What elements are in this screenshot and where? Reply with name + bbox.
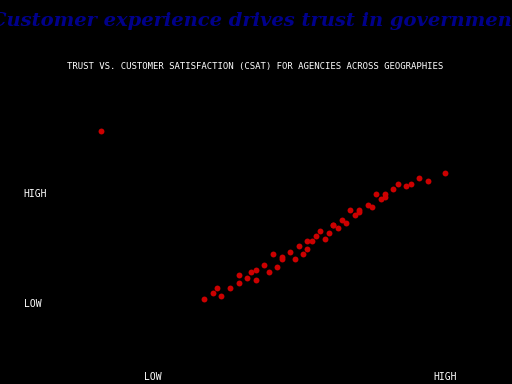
Point [368,204,376,210]
Point [329,222,337,228]
Point [389,186,397,192]
Text: LOW: LOW [144,372,161,382]
Point [209,290,217,296]
Point [325,230,333,237]
Point [333,225,342,231]
Point [407,180,415,187]
Point [290,257,298,263]
Point [265,270,273,276]
Point [295,243,303,250]
Point [243,275,251,281]
Point [394,180,402,187]
Text: HIGH: HIGH [433,372,457,382]
Point [303,246,311,252]
Point [381,191,389,197]
Text: TRUST VS. CUSTOMER SATISFACTION (CSAT) FOR AGENCIES ACROSS GEOGRAPHIES: TRUST VS. CUSTOMER SATISFACTION (CSAT) F… [67,63,443,71]
Text: Customer experience drives trust in government: Customer experience drives trust in gove… [0,12,512,30]
Point [424,178,432,184]
Point [200,296,208,302]
Point [226,285,234,291]
Point [260,262,268,268]
Text: LOW: LOW [24,299,41,309]
Point [234,272,243,278]
Point [364,202,372,208]
Point [338,217,346,223]
Point [441,170,449,176]
Point [308,238,316,244]
Text: HIGH: HIGH [24,189,47,199]
Point [247,270,255,276]
Point [342,220,350,226]
Point [273,264,282,270]
Point [402,183,411,189]
Point [252,277,260,283]
Point [278,254,286,260]
Point [329,222,337,228]
Point [376,196,385,202]
Point [415,175,423,182]
Point [355,207,363,213]
Point [278,257,286,263]
Point [97,128,105,134]
Point [234,280,243,286]
Point [269,251,277,257]
Point [346,207,354,213]
Point [355,209,363,215]
Point [303,238,311,244]
Point [321,235,329,242]
Point [316,228,325,234]
Point [312,233,320,239]
Point [217,293,225,299]
Point [213,285,221,291]
Point [252,267,260,273]
Point [299,251,307,257]
Point [286,248,294,255]
Point [372,191,380,197]
Point [381,194,389,200]
Point [351,212,359,218]
